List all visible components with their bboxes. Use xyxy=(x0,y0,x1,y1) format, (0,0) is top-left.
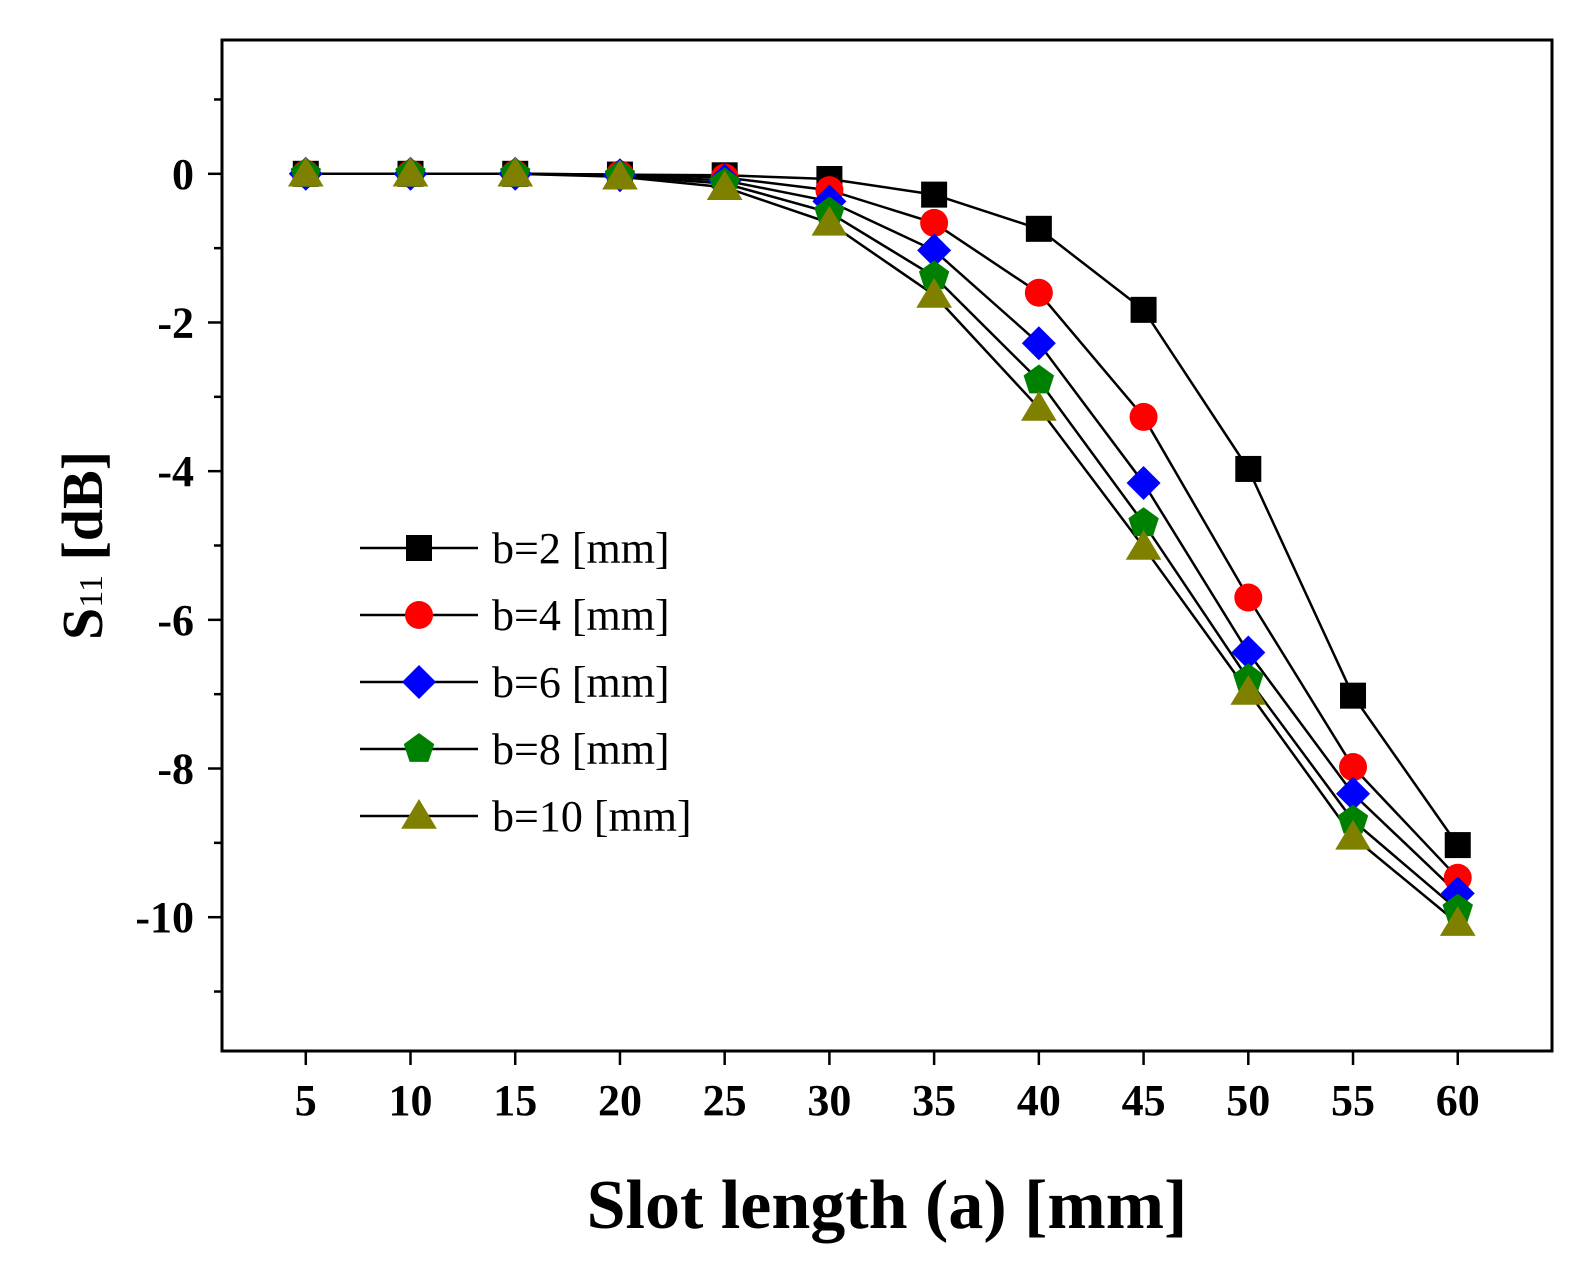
data-point xyxy=(706,170,743,200)
x-tick-label: 50 xyxy=(1226,1076,1270,1125)
data-point xyxy=(1444,832,1471,859)
data-point xyxy=(1439,906,1476,936)
y-axis-title-subscript: 11 xyxy=(73,575,110,608)
y-axis-title: S11 [dB] xyxy=(50,451,115,640)
x-tick-label: 45 xyxy=(1122,1076,1166,1125)
series-line xyxy=(305,172,1459,911)
y-tick-label: 0 xyxy=(172,150,194,199)
y-tick-label: -2 xyxy=(157,298,194,347)
data-point xyxy=(1021,390,1057,421)
legend-label: b=4 [mm] xyxy=(492,591,670,640)
data-point xyxy=(1025,215,1052,242)
x-axis: 5 10 15 20 25 30 35 40 45 50 55 60 xyxy=(295,1051,1480,1125)
data-point xyxy=(1021,326,1056,361)
x-tick-label: 60 xyxy=(1436,1076,1480,1125)
series-markers-3 xyxy=(290,157,1473,923)
series-3 xyxy=(305,172,1459,911)
y-tick-label: -8 xyxy=(157,745,194,794)
legend-label: b=10 [mm] xyxy=(492,792,692,841)
data-point xyxy=(917,233,952,268)
legend-marker xyxy=(401,799,437,829)
series-line xyxy=(305,172,1459,879)
series-2 xyxy=(305,172,1459,895)
y-tick-label: -4 xyxy=(157,447,194,496)
series-4 xyxy=(305,172,1459,925)
data-point xyxy=(1230,674,1267,705)
data-point xyxy=(1339,753,1368,782)
data-point xyxy=(1024,278,1053,307)
series-line xyxy=(305,172,1459,925)
data-point xyxy=(1129,402,1158,431)
data-point xyxy=(920,208,949,237)
data-point xyxy=(916,277,952,308)
data-point xyxy=(811,205,848,236)
y-axis-title-main: S xyxy=(50,608,115,640)
x-tick-label: 30 xyxy=(807,1076,851,1125)
data-point xyxy=(1235,455,1262,482)
legend: b=2 [mm] b=4 [mm] b=6 [mm] b=8 [mm] b=10 [mm… xyxy=(360,524,692,841)
legend-marker xyxy=(403,733,435,762)
data-point xyxy=(1023,364,1055,394)
legend-marker xyxy=(402,665,436,699)
series-layer xyxy=(287,156,1476,936)
x-axis-title: Slot length (a) [mm] xyxy=(587,1167,1188,1244)
y-axis: 0 -2 -4 -6 -8 -10 xyxy=(135,98,222,993)
data-point xyxy=(602,159,638,190)
data-point xyxy=(392,156,429,187)
series-markers-4 xyxy=(287,156,1476,936)
data-point xyxy=(1234,583,1263,612)
x-tick-label: 25 xyxy=(703,1076,747,1125)
data-point xyxy=(1337,804,1369,834)
x-tick-label: 20 xyxy=(598,1076,642,1125)
legend-label: b=2 [mm] xyxy=(492,524,670,573)
legend-item: b=4 [mm] xyxy=(360,591,670,640)
legend-marker xyxy=(406,535,432,561)
data-point xyxy=(1340,682,1367,709)
x-tick-label: 10 xyxy=(389,1076,433,1125)
legend-label: b=6 [mm] xyxy=(492,658,670,707)
data-point xyxy=(1336,776,1371,811)
data-point xyxy=(1128,507,1159,537)
legend-label: b=8 [mm] xyxy=(492,725,670,774)
data-point xyxy=(1130,296,1157,323)
legend-item: b=8 [mm] xyxy=(360,725,670,774)
data-point xyxy=(1335,819,1371,850)
legend-marker xyxy=(405,601,433,629)
data-point xyxy=(918,260,950,290)
series-markers-2 xyxy=(288,156,1475,911)
x-tick-label: 55 xyxy=(1331,1076,1375,1125)
data-point xyxy=(1231,635,1266,670)
x-tick-label: 15 xyxy=(493,1076,537,1125)
y-tick-label: -6 xyxy=(157,596,194,645)
series-line xyxy=(305,172,1459,895)
x-tick-label: 5 xyxy=(295,1076,317,1125)
legend-item: b=2 [mm] xyxy=(360,524,670,573)
data-point xyxy=(921,181,948,208)
series-1 xyxy=(305,172,1459,879)
data-point xyxy=(1125,529,1162,560)
x-tick-label: 40 xyxy=(1017,1076,1061,1125)
data-point xyxy=(1126,466,1161,501)
y-axis-title-unit: [dB] xyxy=(50,451,115,575)
legend-item: b=6 [mm] xyxy=(360,658,670,707)
y-tick-label: -10 xyxy=(135,893,194,942)
x-tick-label: 35 xyxy=(912,1076,956,1125)
series-markers-1 xyxy=(291,159,1472,892)
data-point xyxy=(287,156,324,187)
legend-item: b=10 [mm] xyxy=(360,792,692,841)
data-point xyxy=(497,156,534,187)
